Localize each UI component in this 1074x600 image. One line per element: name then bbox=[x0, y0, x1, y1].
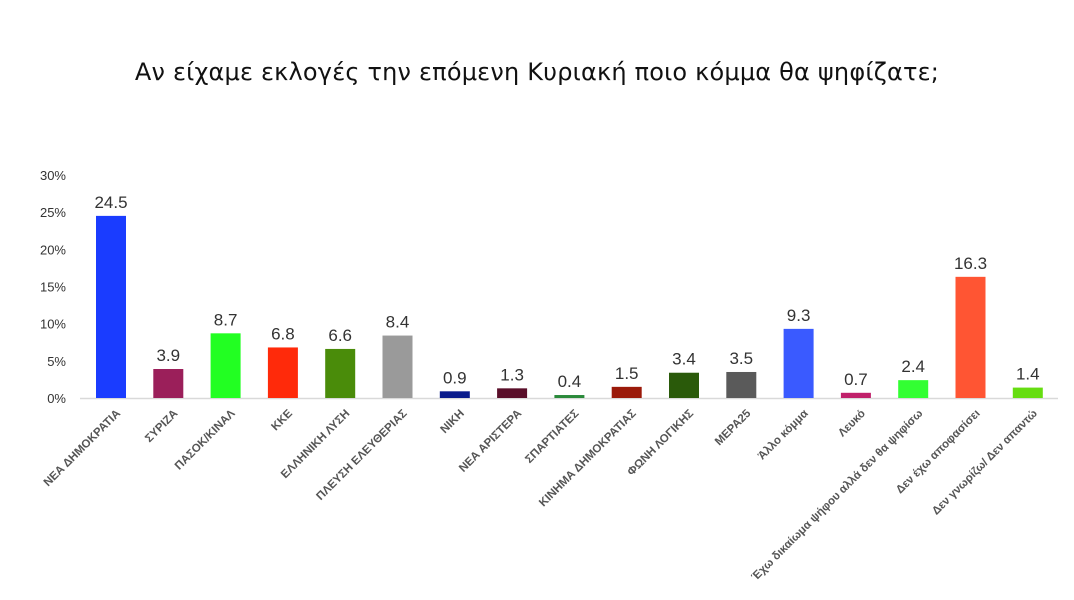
bar bbox=[153, 369, 184, 398]
bar bbox=[325, 348, 356, 398]
y-tick-label: 30% bbox=[40, 168, 66, 183]
bar bbox=[96, 215, 126, 398]
bar bbox=[611, 386, 642, 398]
data-label: 2.4 bbox=[901, 357, 925, 376]
bar bbox=[955, 276, 986, 398]
bar bbox=[783, 328, 814, 398]
bar bbox=[267, 347, 298, 398]
data-label: 8.7 bbox=[214, 310, 238, 329]
y-tick-label: 15% bbox=[40, 280, 66, 295]
data-label: 6.6 bbox=[328, 326, 352, 345]
bar bbox=[497, 388, 528, 398]
x-tick-label: ΝΙΚΗ bbox=[439, 408, 467, 436]
bar bbox=[898, 380, 929, 398]
data-label: 6.8 bbox=[271, 324, 295, 343]
x-tick-label: ΚΙΝΗΜΑ ΔΗΜΟΚΡΑΤΙΑΣ bbox=[537, 408, 639, 510]
x-tick-label: ΠΑΣΟΚ/ΚΙΝΑΛ bbox=[173, 407, 238, 472]
data-label: 1.4 bbox=[1016, 365, 1040, 384]
bar bbox=[726, 371, 757, 398]
y-tick-label: 25% bbox=[40, 205, 66, 220]
y-tick-label: 10% bbox=[40, 317, 66, 332]
bar bbox=[554, 395, 585, 398]
x-tick-label: ΣΠΑΡΤΙΑΤΕΣ bbox=[523, 408, 581, 466]
bar bbox=[382, 335, 413, 398]
data-label: 0.4 bbox=[558, 372, 582, 391]
data-label: 8.4 bbox=[386, 313, 410, 332]
x-tick-label: ΝΕΑ ΑΡΙΣΤΕΡΑ bbox=[457, 408, 524, 475]
x-tick-label: ΝΕΑ ΔΗΜΟΚΡΑΤΙΑ bbox=[42, 408, 123, 489]
data-label: 0.9 bbox=[443, 368, 467, 387]
x-tick-label: Άλλο κόμμα bbox=[756, 408, 811, 463]
data-label: 16.3 bbox=[954, 254, 987, 273]
x-tick-label: Λευκό bbox=[836, 408, 868, 440]
bar bbox=[1012, 387, 1043, 398]
data-label: 24.5 bbox=[94, 193, 127, 212]
data-label: 1.3 bbox=[500, 365, 524, 384]
data-label: 0.7 bbox=[844, 370, 868, 389]
data-label: 3.4 bbox=[672, 350, 696, 369]
x-tick-label: Δεν γνωρίζω/ Δεν απαντώ bbox=[930, 407, 1040, 517]
bar bbox=[439, 391, 470, 398]
bar bbox=[669, 372, 699, 398]
data-label: 1.5 bbox=[615, 364, 639, 383]
y-tick-label: 20% bbox=[40, 242, 66, 257]
chart-title: Αν είχαμε εκλογές την επόμενη Κυριακή πο… bbox=[134, 58, 940, 86]
data-label: 3.9 bbox=[156, 346, 180, 365]
x-tick-label: ΣΥΡΙΖΑ bbox=[143, 408, 180, 445]
data-label: 3.5 bbox=[729, 349, 753, 368]
y-tick-label: 0% bbox=[47, 391, 66, 406]
bar bbox=[840, 392, 871, 398]
y-tick-label: 5% bbox=[47, 354, 66, 369]
x-tick-label: ΚΚΕ bbox=[269, 407, 295, 433]
x-tick-label: ΜΕΡΑ25 bbox=[713, 407, 754, 448]
data-label: 9.3 bbox=[787, 306, 811, 325]
bar bbox=[210, 333, 241, 398]
